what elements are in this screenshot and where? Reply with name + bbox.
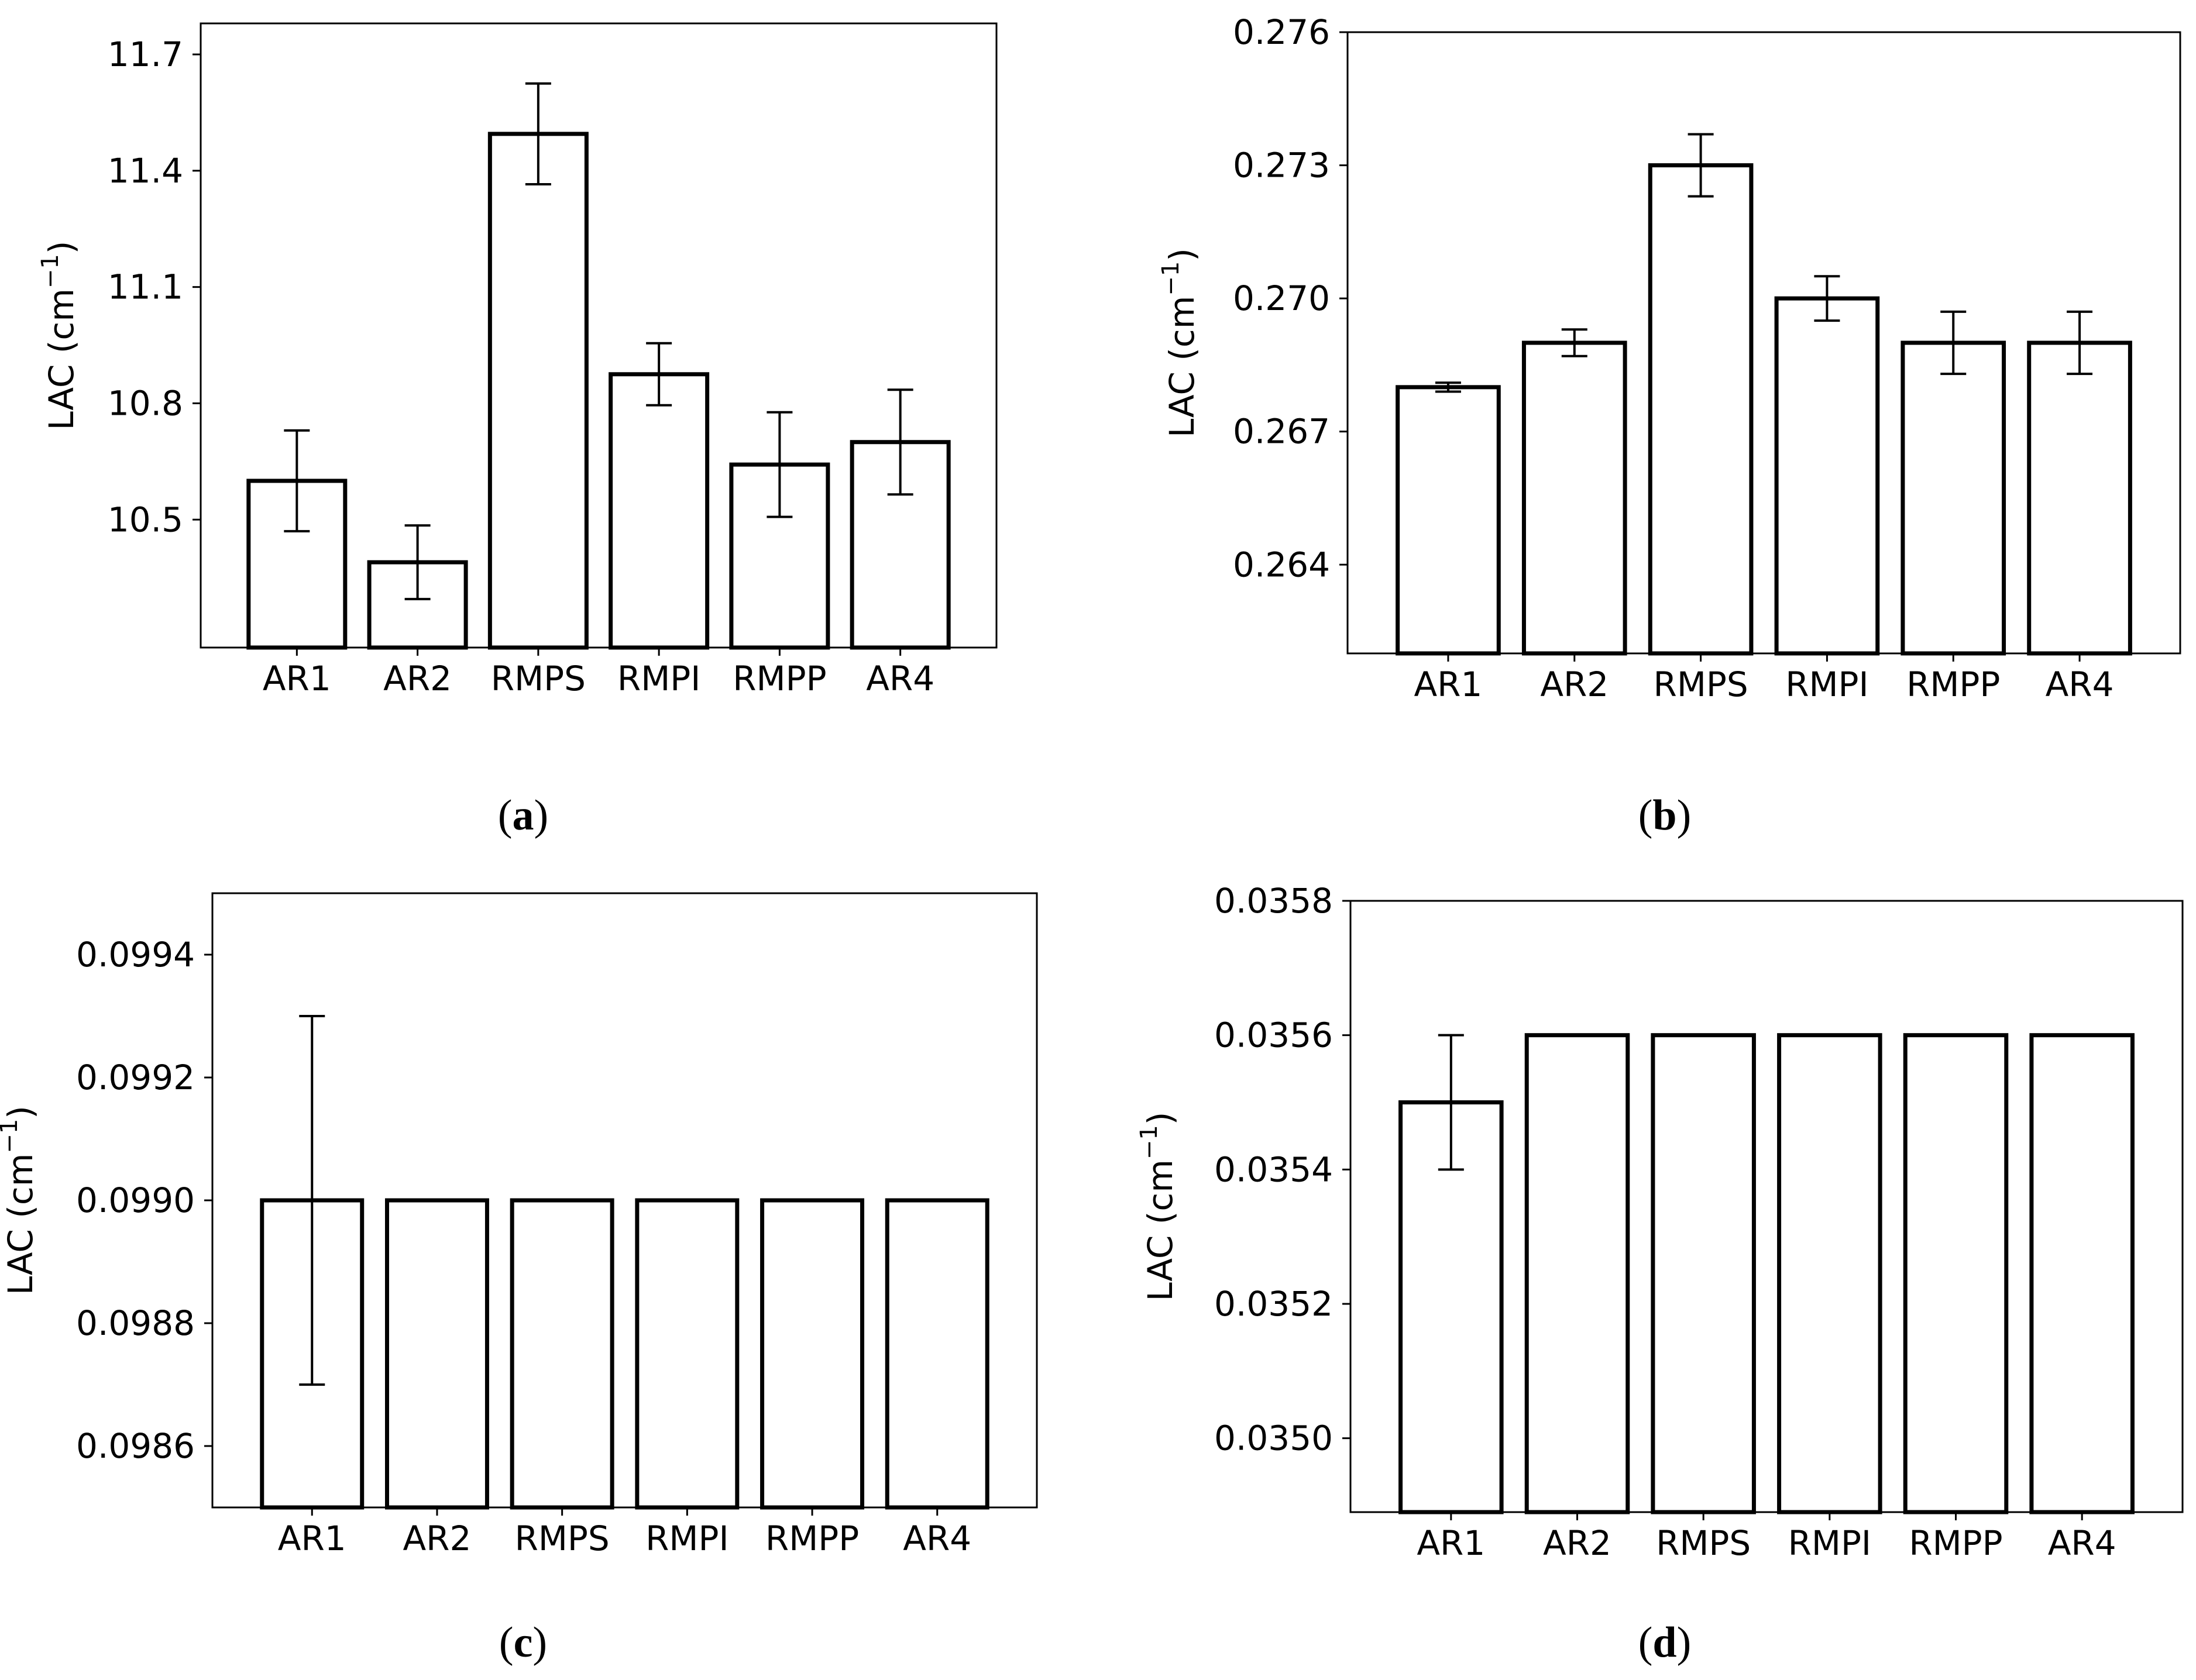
x-tick-label-rmpp: RMPP [1909,1523,2002,1563]
panel-d: AR1 AR2 RMPS RMPI RMPP AR4 0.0350 0.0352 0.0354 0… [1136,881,2184,1563]
error-bar-ar2 [1561,328,1587,357]
bar-rmps [487,132,589,650]
y-axis-label: LAC (cm−1) [0,1106,40,1295]
y-tick-label: 11.4 [108,151,183,191]
error-bar-rmps [525,82,551,186]
x-tick-label-ar1: AR1 [278,1519,346,1558]
plot-frame [1349,900,2184,1513]
x-tick-label-rmps: RMPS [491,659,586,698]
x-tick-label-rmpi: RMPI [645,1519,728,1558]
x-tick-label-ar4: AR4 [2046,665,2114,704]
error-bar-rmpi [646,342,672,407]
x-tick-label-ar2: AR2 [403,1519,472,1558]
x-tick-label-ar4: AR4 [866,659,934,698]
y-tick-label: 10.8 [108,383,183,423]
x-tick-label-ar4: AR4 [903,1519,971,1558]
x-tick-label-rmpi: RMPI [1785,665,1868,704]
bar-ar4 [2029,1033,2135,1514]
bar-rmpi [635,1198,740,1510]
y-tick-label: 0.270 [1233,278,1330,318]
bar-rmpp [760,1198,865,1510]
panel-label-c: (c) [499,1619,547,1667]
bar-ar4 [885,1198,989,1510]
panel-label-b: (b) [1638,791,1691,839]
y-tick-label: 0.0994 [76,935,195,975]
error-bar-ar1 [1438,1034,1464,1171]
x-tick-label-rmps: RMPS [515,1519,610,1558]
x-tick-label-ar1: AR1 [1414,665,1483,704]
y-tick-label: 0.0356 [1214,1015,1333,1055]
error-bar-ar1 [284,429,310,533]
error-bar-ar4 [2067,310,2093,376]
y-tick-label: 0.0992 [76,1058,195,1097]
x-tick-label-ar2: AR2 [383,659,452,698]
error-bar-rmps [1688,133,1714,198]
x-tick-label-rmpp: RMPP [1906,665,2000,704]
x-tick-label-ar2: AR2 [1543,1523,1611,1563]
panel-a: AR1 AR2 RMPS RMPI RMPP AR4 10.5 10.8 11.1 11.4 11.… [37,22,998,698]
bar-ar4 [850,440,951,650]
error-bar-ar4 [887,388,913,496]
y-axis-label: LAC (cm−1) [1136,1112,1180,1302]
bar-rmpp [1901,340,2006,656]
bar-ar2 [1524,1033,1630,1514]
y-tick-label: 0.276 [1233,12,1330,52]
y-tick-label: 0.0988 [76,1303,195,1343]
x-tick-label-rmpp: RMPP [765,1519,859,1558]
bar-rmps [510,1198,614,1510]
panel-c: AR1 AR2 RMPS RMPI RMPP AR4 0.0986 0.0988 0.0990 0… [0,892,1038,1558]
y-tick-label: 0.0986 [76,1426,195,1466]
y-axis-label: LAC (cm−1) [1157,248,1202,438]
x-tick-label-rmpi: RMPI [1788,1523,1871,1563]
y-tick-label: 10.5 [108,500,183,539]
bar-rmps [1648,163,1754,656]
bar-rmpp [1903,1033,2009,1514]
y-tick-label: 0.264 [1233,545,1330,584]
y-tick-label: 11.7 [108,35,183,74]
panel-b: AR1 AR2 RMPS RMPI RMPP AR4 0.264 0.267 0.270 0.27… [1157,12,2181,704]
bar-rmpi [1774,296,1880,656]
y-tick-label: 11.1 [108,267,183,307]
x-tick-label-ar2: AR2 [1540,665,1609,704]
bar-rmpi [609,372,710,650]
error-bar-rmpp [1940,310,1967,376]
panel-label-a: (a) [498,791,548,839]
x-tick-label-rmpp: RMPP [733,659,826,698]
bar-ar2 [1521,340,1627,656]
y-axis-label: LAC (cm−1) [37,241,81,431]
bar-ar4 [2027,340,2132,656]
x-tick-label-rmps: RMPS [1654,665,1748,704]
error-bar-rmpp [767,411,793,518]
x-tick-label-rmpi: RMPI [617,659,700,698]
error-bar-ar2 [404,524,431,601]
y-tick-label: 0.0350 [1214,1419,1333,1458]
bar-ar2 [384,1198,489,1510]
y-tick-label: 0.273 [1233,146,1330,185]
error-bar-ar1 [1435,381,1461,393]
bar-ar1 [1396,385,1501,656]
bar-rmps [1651,1033,1756,1514]
y-tick-label: 0.0352 [1214,1284,1333,1324]
plot-frame [200,22,998,649]
error-bar-ar1 [299,1015,325,1386]
plot-frame [1346,31,2181,655]
x-tick-label-ar4: AR4 [2048,1523,2116,1563]
error-bar-rmpi [1814,275,1840,322]
plot-frame [211,892,1038,1509]
y-tick-label: 0.0354 [1214,1149,1333,1189]
y-tick-label: 0.0358 [1214,881,1333,921]
x-tick-label-ar1: AR1 [1417,1523,1485,1563]
bar-rmpi [1777,1033,1882,1514]
y-tick-label: 0.0990 [76,1180,195,1220]
x-tick-label-rmps: RMPS [1656,1523,1751,1563]
x-tick-label-ar1: AR1 [263,659,331,698]
y-tick-label: 0.267 [1233,412,1330,452]
panel-label-d: (d) [1638,1619,1691,1667]
